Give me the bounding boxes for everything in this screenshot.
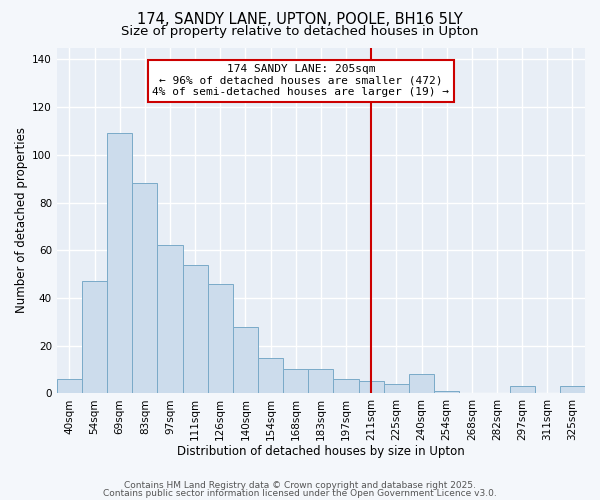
Bar: [509, 386, 535, 394]
Text: 174 SANDY LANE: 205sqm
← 96% of detached houses are smaller (472)
4% of semi-det: 174 SANDY LANE: 205sqm ← 96% of detached…: [152, 64, 449, 98]
Bar: [82, 281, 107, 394]
Bar: [434, 391, 459, 394]
Bar: [560, 386, 585, 394]
Bar: [334, 379, 359, 394]
Bar: [132, 184, 157, 394]
Bar: [57, 379, 82, 394]
Text: Contains HM Land Registry data © Crown copyright and database right 2025.: Contains HM Land Registry data © Crown c…: [124, 481, 476, 490]
Text: Size of property relative to detached houses in Upton: Size of property relative to detached ho…: [121, 25, 479, 38]
Bar: [182, 264, 208, 394]
Bar: [409, 374, 434, 394]
X-axis label: Distribution of detached houses by size in Upton: Distribution of detached houses by size …: [177, 444, 465, 458]
Bar: [157, 246, 182, 394]
Bar: [233, 326, 258, 394]
Bar: [308, 370, 334, 394]
Text: Contains public sector information licensed under the Open Government Licence v3: Contains public sector information licen…: [103, 489, 497, 498]
Bar: [283, 370, 308, 394]
Text: 174, SANDY LANE, UPTON, POOLE, BH16 5LY: 174, SANDY LANE, UPTON, POOLE, BH16 5LY: [137, 12, 463, 28]
Y-axis label: Number of detached properties: Number of detached properties: [15, 128, 28, 314]
Bar: [258, 358, 283, 394]
Bar: [208, 284, 233, 394]
Bar: [384, 384, 409, 394]
Bar: [107, 134, 132, 394]
Bar: [359, 382, 384, 394]
